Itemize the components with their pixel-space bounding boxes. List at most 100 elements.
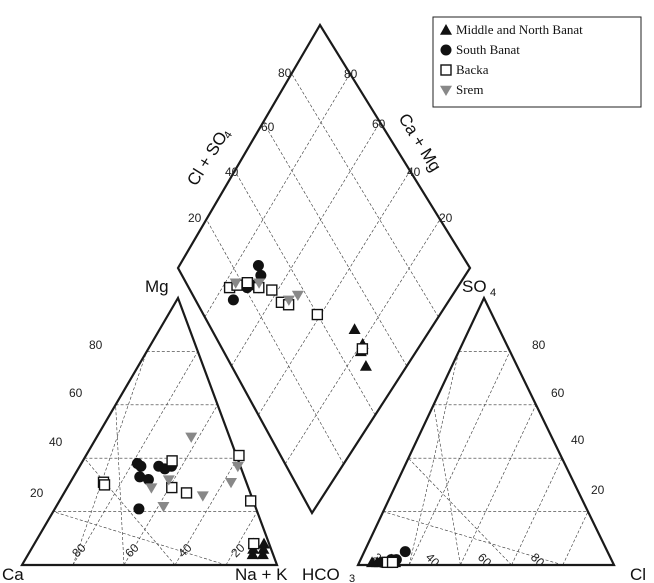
tick-label: 20	[188, 211, 202, 225]
tick-label: 40	[49, 435, 63, 449]
tick-label: 40	[423, 550, 443, 570]
corner-label-so4: SO	[462, 277, 487, 296]
legend-marker	[440, 85, 452, 96]
tick-label: 60	[261, 120, 275, 134]
tick-label: 80	[89, 338, 103, 352]
cation-grid-line	[53, 511, 227, 566]
tick-label: 20	[591, 483, 605, 497]
diamond-grid-line	[258, 170, 411, 416]
corner-label-so4-sub: 4	[490, 287, 496, 299]
legend-box	[432, 16, 642, 108]
legend-label: Backa	[456, 62, 489, 77]
tick-label: 80	[528, 550, 548, 570]
grid-lines	[53, 73, 589, 566]
tick-label: 40	[175, 541, 195, 561]
diamond-label-cl-so4-sub: 4	[222, 129, 235, 141]
tick-label: 40	[225, 165, 239, 179]
diamond-point	[311, 308, 324, 321]
legend-marker	[440, 44, 452, 56]
cation-point	[231, 462, 244, 473]
tick-label: 80	[278, 66, 292, 80]
diamond-point	[252, 260, 264, 272]
tick-label: 80	[344, 67, 358, 81]
legend-label: Middle and North Banat	[456, 22, 583, 37]
cation-point	[142, 474, 154, 486]
cation-grid-line	[84, 458, 176, 566]
tick-label: 20	[30, 486, 44, 500]
cation-point	[133, 503, 145, 515]
diamond-grid-line	[204, 73, 351, 318]
diamond-point	[255, 269, 267, 281]
legend-label: South Banat	[456, 42, 520, 57]
tick-label: 60	[372, 117, 386, 131]
cation-point	[225, 478, 238, 489]
anion-grid-line	[383, 511, 563, 566]
cation-point	[98, 479, 111, 491]
anion-grid-line	[408, 351, 460, 566]
cation-point	[166, 481, 178, 494]
tick-label: 40	[571, 433, 585, 447]
anion-point	[399, 546, 411, 558]
corner-label-mg: Mg	[145, 277, 169, 296]
anion-grid-line	[408, 351, 511, 566]
diamond-grid-line	[234, 170, 376, 416]
diamond-grid-line	[206, 219, 344, 465]
cation-grid-line	[174, 458, 238, 566]
anion-grid-line	[562, 511, 589, 566]
diagram-frames	[20, 22, 616, 567]
cation-point	[166, 455, 178, 467]
diamond-point	[253, 278, 266, 289]
anion-triangle-frame	[356, 295, 616, 567]
cation-point	[135, 460, 147, 472]
legend-entries: Middle and North Banat South Banat Backa Sr…	[440, 22, 583, 97]
cation-triangle-frame	[20, 295, 279, 567]
cation-point	[157, 502, 170, 513]
tick-label: 20	[439, 211, 453, 225]
cation-point	[134, 471, 146, 483]
cation-point	[248, 537, 260, 550]
diamond-point	[348, 323, 361, 335]
anion-grid-line	[433, 404, 461, 566]
diamond-point	[282, 295, 295, 306]
tick-label: 60	[69, 386, 83, 400]
tick-label: 40	[407, 165, 421, 179]
cation-grid-line	[72, 351, 199, 566]
diamond-grid-line	[284, 219, 441, 465]
corner-label-ca: Ca	[2, 565, 24, 583]
cation-point	[244, 495, 257, 507]
corner-label-hco3: HCO	[302, 565, 340, 583]
tick-label: 80	[532, 338, 546, 352]
diamond-label-cl-so4: Cl + SO 4	[183, 128, 235, 189]
diamond-point	[241, 277, 254, 289]
cation-grid-line	[225, 511, 258, 566]
corner-label-cl: Cl	[630, 565, 646, 583]
cation-point	[162, 475, 175, 486]
diamond-point	[291, 290, 304, 301]
diamond-grid-line	[262, 122, 408, 367]
legend-marker	[440, 24, 452, 35]
diamond-grid-line	[231, 122, 381, 367]
cation-point	[257, 537, 270, 549]
tick-label: 20	[228, 541, 248, 561]
tick-label: 60	[475, 550, 495, 570]
tick-label: 60	[122, 541, 142, 561]
diamond-point	[359, 360, 372, 371]
data-points	[97, 260, 411, 569]
diamond-point	[227, 294, 239, 306]
legend: Middle and North Banat South Banat Backa Sr…	[432, 16, 642, 108]
cation-point	[196, 491, 209, 502]
diamond-point	[356, 343, 369, 355]
diamond-point	[229, 278, 242, 289]
cation-point	[185, 432, 198, 443]
cation-point	[257, 542, 270, 554]
diamond-point	[266, 284, 278, 296]
diamond-label-cl-so4-text: Cl + SO	[183, 128, 231, 189]
corner-label-hco3-sub: 3	[349, 573, 355, 583]
anion-grid-line	[460, 404, 537, 566]
legend-label: Srem	[456, 82, 483, 97]
cation-point	[233, 449, 245, 462]
legend-marker	[440, 64, 452, 76]
cation-point	[180, 487, 193, 499]
anion-point	[386, 556, 399, 569]
